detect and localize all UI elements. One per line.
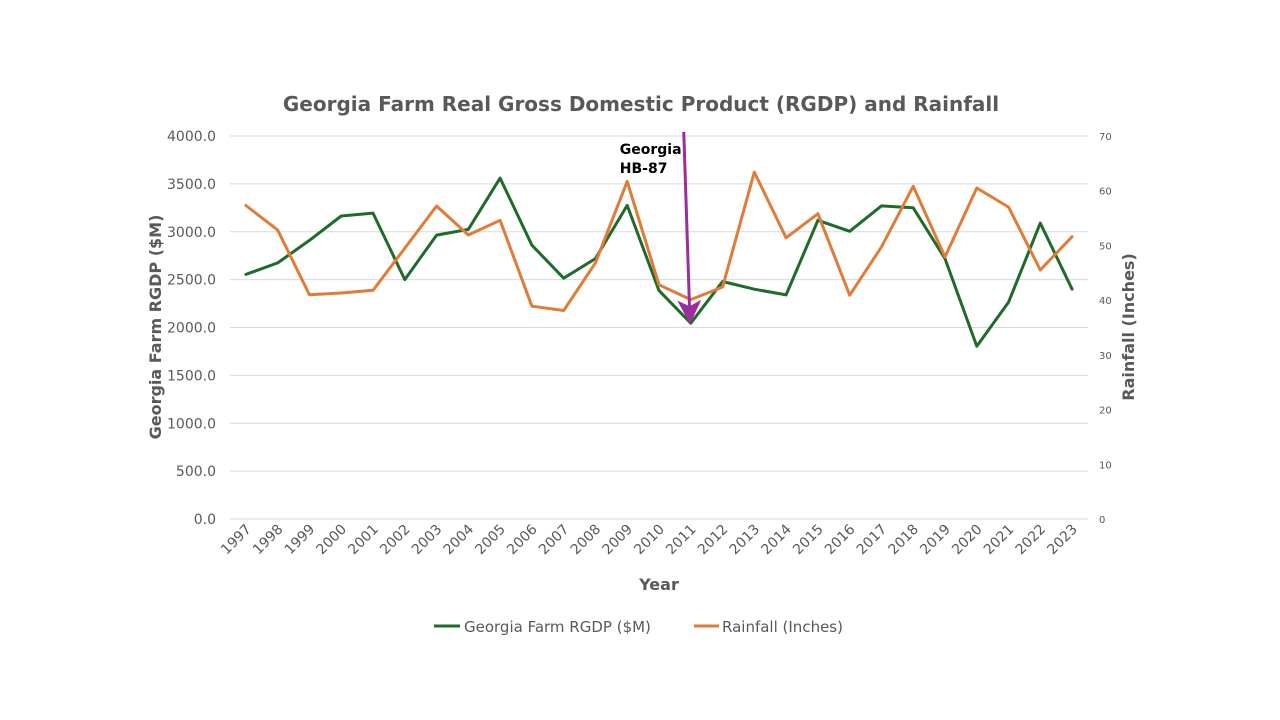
x-tick-label: 2022 [1013, 522, 1050, 559]
y2-axis-tick-labels: 0 10 20 30 40 50 60 70 [1099, 132, 1112, 526]
y2-tick-label: 40 [1099, 296, 1112, 307]
x-tick-label: 2014 [758, 521, 795, 558]
x-tick-label: 2003 [409, 522, 446, 559]
x-tick-label: 2001 [345, 522, 382, 559]
x-tick-label: 1998 [250, 522, 287, 559]
x-axis-title: Year [638, 575, 679, 594]
x-tick-label: 2016 [822, 521, 859, 558]
x-tick-label: 2020 [949, 522, 986, 559]
y-tick-label: 1500.0 [167, 368, 216, 384]
x-axis-tick-labels: 1997199819992000200120022003200420052006… [218, 521, 1081, 558]
annotation: Georgia HB-87 [620, 131, 702, 325]
y-tick-label: 500.0 [176, 464, 216, 480]
x-tick-label: 2006 [504, 521, 541, 558]
y-tick-label: 1000.0 [167, 416, 216, 432]
x-tick-label: 2015 [790, 522, 827, 559]
y-tick-label: 2000.0 [167, 321, 216, 337]
y-axis-tick-labels: 0.0 500.0 1000.0 1500.0 2000.0 2500.0 3000.0 35… [167, 129, 216, 528]
annotation-arrow [677, 131, 702, 325]
legend-label: Georgia Farm RGDP ($M) [464, 618, 651, 636]
x-tick-label: 2019 [917, 522, 954, 559]
y2-tick-label: 50 [1099, 241, 1112, 252]
y-tick-label: 4000.0 [167, 129, 216, 145]
x-tick-label: 2000 [314, 522, 351, 559]
x-tick-label: 2021 [981, 522, 1018, 559]
series-lines [244, 170, 1074, 348]
x-tick-label: 2009 [600, 522, 637, 559]
y-tick-label: 2500.0 [167, 273, 216, 289]
x-tick-label: 2002 [377, 522, 414, 559]
y2-tick-label: 10 [1099, 460, 1112, 471]
series-line-rainfall [244, 170, 1074, 312]
x-tick-label: 2012 [695, 522, 732, 559]
y2-tick-label: 60 [1099, 187, 1112, 198]
x-tick-label: 2007 [536, 522, 573, 559]
x-tick-label: 2018 [886, 522, 923, 559]
y-tick-label: 3000.0 [167, 225, 216, 241]
x-tick-label: 2010 [631, 522, 668, 559]
chart-title: Georgia Farm Real Gross Domestic Product… [283, 92, 999, 116]
y-tick-label: 3500.0 [167, 177, 216, 193]
x-tick-label: 2008 [568, 522, 605, 559]
y2-axis-title: Rainfall (Inches) [1119, 253, 1138, 401]
x-tick-label: 2011 [663, 522, 700, 559]
x-tick-label: 2017 [854, 522, 891, 559]
gridlines [230, 135, 1088, 520]
x-tick-label: 2013 [727, 522, 764, 559]
legend: Georgia Farm RGDP ($M) Rainfall (Inches) [434, 618, 843, 636]
series-line-rgdp [244, 176, 1074, 348]
x-tick-label: 1999 [282, 522, 319, 559]
y2-tick-label: 20 [1099, 406, 1112, 417]
annotation-label: HB-87 [620, 161, 668, 177]
x-tick-label: 2005 [472, 522, 509, 559]
y-axis-title: Georgia Farm RGDP ($M) [146, 215, 165, 440]
y2-tick-label: 30 [1099, 351, 1112, 362]
x-tick-label: 1997 [218, 522, 255, 559]
x-tick-label: 2023 [1044, 522, 1081, 559]
y2-tick-label: 0 [1099, 515, 1105, 526]
annotation-label: Georgia [620, 142, 682, 158]
y2-tick-label: 70 [1099, 132, 1112, 143]
y-tick-label: 0.0 [194, 512, 216, 528]
legend-label: Rainfall (Inches) [722, 618, 843, 636]
x-tick-label: 2004 [441, 521, 478, 558]
